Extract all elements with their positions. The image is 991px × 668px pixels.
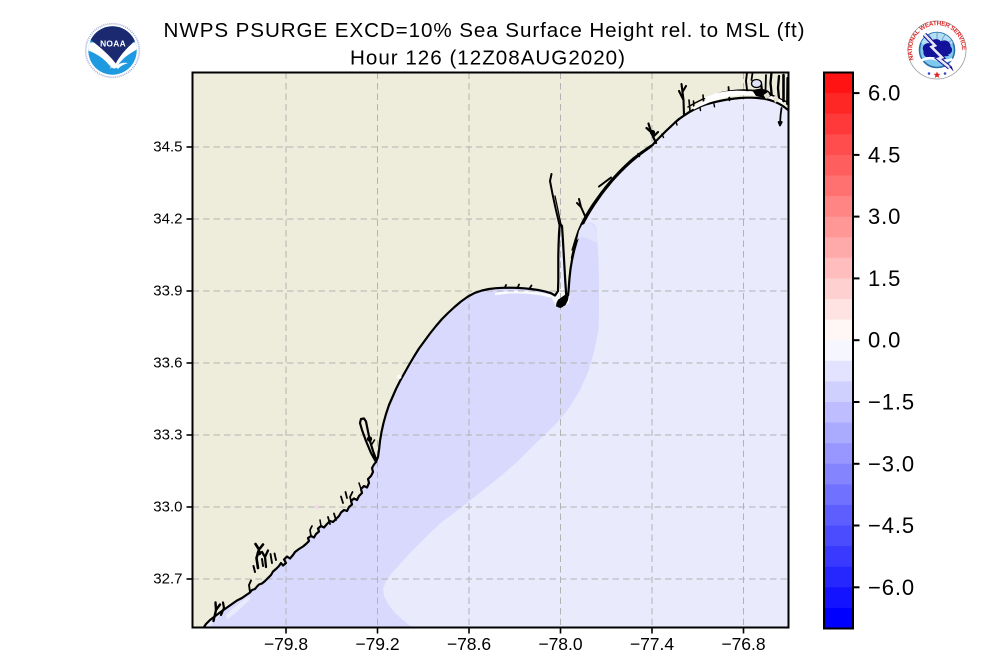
svg-text:−76.8: −76.8 — [721, 634, 765, 654]
svg-text:33.9: 33.9 — [153, 283, 182, 300]
svg-text:0.0: 0.0 — [868, 328, 901, 353]
svg-text:NOAA: NOAA — [100, 39, 126, 49]
svg-text:−78.6: −78.6 — [447, 634, 491, 654]
svg-text:34.5: 34.5 — [153, 139, 182, 156]
svg-text:4.5: 4.5 — [868, 142, 901, 167]
svg-text:3.0: 3.0 — [868, 204, 901, 229]
svg-text:33.0: 33.0 — [153, 499, 182, 516]
svg-text:−79.8: −79.8 — [264, 634, 308, 654]
svg-text:NWPS PSURGE EXCD=10% Sea Surfa: NWPS PSURGE EXCD=10% Sea Surface Height … — [164, 19, 806, 42]
svg-text:32.7: 32.7 — [153, 571, 182, 588]
svg-text:−3.0: −3.0 — [868, 451, 915, 476]
svg-text:34.2: 34.2 — [153, 211, 182, 228]
svg-text:Hour 126 (12Z08AUG2020): Hour 126 (12Z08AUG2020) — [350, 47, 626, 70]
svg-text:33.6: 33.6 — [153, 355, 182, 372]
svg-text:−1.5: −1.5 — [868, 390, 915, 415]
svg-text:6.0: 6.0 — [868, 81, 901, 106]
svg-text:33.3: 33.3 — [153, 427, 182, 444]
svg-text:−79.2: −79.2 — [355, 634, 399, 654]
svg-text:−4.5: −4.5 — [868, 513, 915, 538]
svg-text:−77.4: −77.4 — [630, 634, 675, 654]
svg-text:−78.0: −78.0 — [538, 634, 583, 654]
svg-text:1.5: 1.5 — [868, 266, 901, 291]
svg-text:−6.0: −6.0 — [868, 575, 915, 600]
